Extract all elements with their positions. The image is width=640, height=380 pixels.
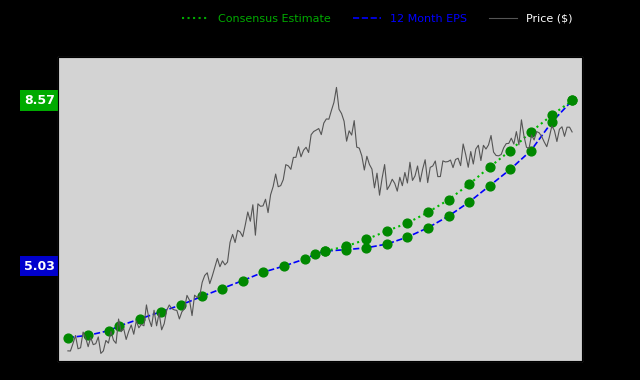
- Point: [259, 269, 269, 275]
- Point: [196, 293, 207, 299]
- Point: [300, 256, 310, 262]
- Point: [526, 129, 536, 135]
- Point: [176, 302, 186, 308]
- Point: [423, 209, 433, 215]
- Point: [217, 285, 227, 291]
- Point: [340, 243, 351, 249]
- Point: [382, 228, 392, 234]
- Legend: Consensus Estimate, 12 Month EPS, Price ($): Consensus Estimate, 12 Month EPS, Price …: [177, 10, 577, 28]
- Point: [104, 328, 114, 334]
- Point: [464, 199, 474, 205]
- Point: [63, 334, 73, 340]
- Point: [361, 245, 371, 251]
- Point: [320, 248, 330, 254]
- Point: [237, 277, 248, 283]
- Point: [464, 181, 474, 187]
- Text: 285.19: 285.19: [587, 118, 625, 128]
- Text: 5.03: 5.03: [24, 260, 55, 272]
- Point: [526, 147, 536, 154]
- Point: [444, 196, 454, 203]
- Point: [320, 248, 330, 254]
- Point: [135, 316, 145, 322]
- Point: [505, 166, 515, 172]
- Point: [567, 97, 577, 103]
- Point: [310, 251, 320, 257]
- Point: [114, 323, 124, 329]
- Point: [484, 182, 495, 188]
- Point: [83, 332, 93, 338]
- Point: [484, 164, 495, 170]
- Point: [340, 247, 351, 253]
- Point: [505, 147, 515, 154]
- Point: [547, 119, 557, 125]
- Point: [156, 309, 166, 315]
- Point: [547, 112, 557, 119]
- Point: [444, 213, 454, 219]
- Point: [567, 97, 577, 103]
- Text: 8.57: 8.57: [24, 94, 55, 107]
- Point: [423, 225, 433, 231]
- Point: [361, 236, 371, 242]
- Point: [403, 234, 413, 240]
- Point: [279, 263, 289, 269]
- Point: [382, 241, 392, 247]
- Point: [403, 220, 413, 226]
